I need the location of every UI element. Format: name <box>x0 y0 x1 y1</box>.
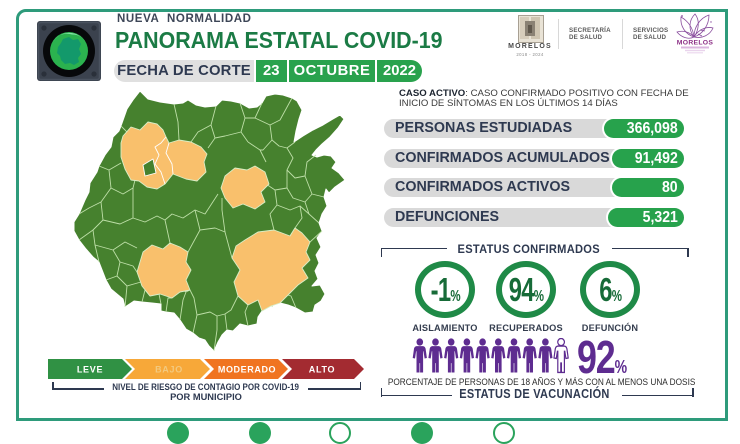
svg-text:BAJO: BAJO <box>155 364 183 374</box>
svg-text:MORELOS: MORELOS <box>677 40 714 47</box>
svg-text:LEVE: LEVE <box>77 364 103 374</box>
svg-text:ALTO: ALTO <box>309 364 335 374</box>
svg-text:MODERADO: MODERADO <box>218 364 276 374</box>
